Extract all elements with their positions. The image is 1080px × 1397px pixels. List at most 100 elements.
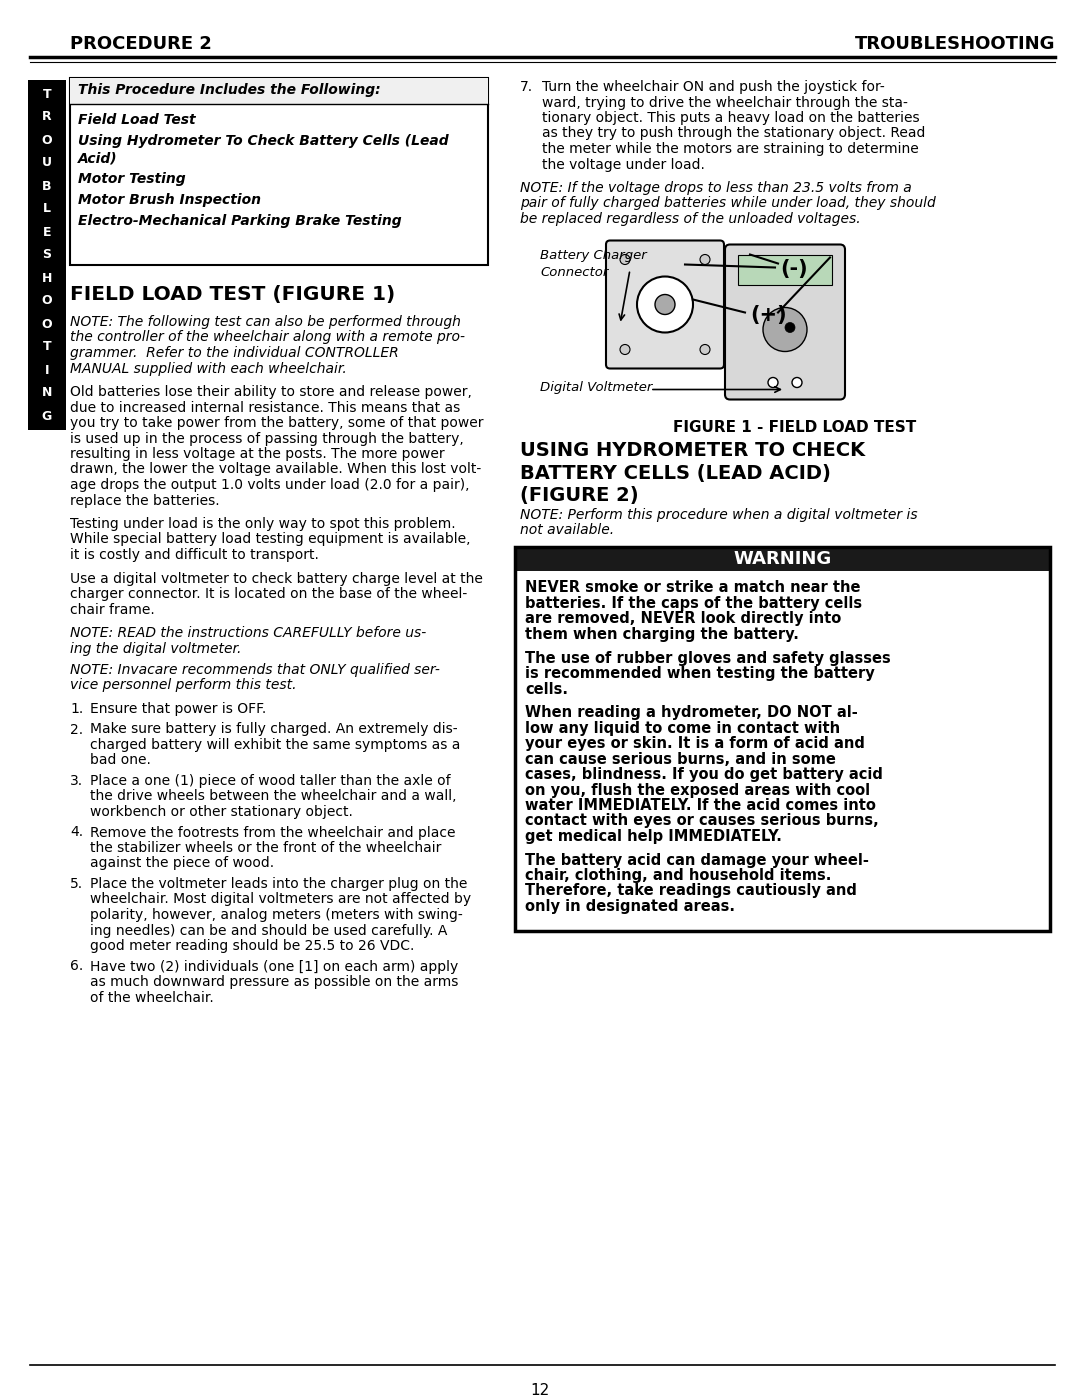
Text: This Procedure Includes the Following:: This Procedure Includes the Following: [78,82,380,96]
Text: Ensure that power is OFF.: Ensure that power is OFF. [90,703,267,717]
Text: Motor Testing: Motor Testing [78,172,186,186]
Text: E: E [43,225,51,239]
Bar [515,546,1050,570]
Text: O: O [42,317,52,331]
Text: 5.: 5. [70,877,83,891]
Text: not available.: not available. [519,522,615,536]
Text: (-): (-) [780,260,808,279]
Text: 1.: 1. [70,703,83,717]
FancyBboxPatch shape [606,240,724,369]
Text: T: T [43,88,52,101]
Text: H: H [42,271,52,285]
Text: Field Load Test: Field Load Test [78,113,195,127]
Text: grammer.  Refer to the individual CONTROLLER: grammer. Refer to the individual CONTROL… [70,346,399,360]
Text: ing the digital voltmeter.: ing the digital voltmeter. [70,641,241,655]
Text: PROCEDURE 2: PROCEDURE 2 [70,35,212,53]
Text: NEVER smoke or strike a match near the: NEVER smoke or strike a match near the [525,581,861,595]
Circle shape [654,295,675,314]
Text: O: O [42,134,52,147]
Text: FIGURE 1 - FIELD LOAD TEST: FIGURE 1 - FIELD LOAD TEST [673,419,917,434]
Bar [70,78,488,265]
Text: (+): (+) [750,305,786,324]
Text: bad one.: bad one. [90,753,151,767]
Text: low any liquid to come in contact with: low any liquid to come in contact with [525,721,840,735]
Text: 4.: 4. [70,826,83,840]
Text: Digital Voltmeter: Digital Voltmeter [540,381,652,394]
Circle shape [637,277,693,332]
Text: water IMMEDIATELY. If the acid comes into: water IMMEDIATELY. If the acid comes int… [525,798,876,813]
Circle shape [768,377,778,387]
Text: 7.: 7. [519,80,534,94]
Text: the drive wheels between the wheelchair and a wall,: the drive wheels between the wheelchair … [90,789,457,803]
Text: replace the batteries.: replace the batteries. [70,493,219,507]
Text: NOTE: Perform this procedure when a digital voltmeter is: NOTE: Perform this procedure when a digi… [519,507,918,521]
Text: the stabilizer wheels or the front of the wheelchair: the stabilizer wheels or the front of th… [90,841,442,855]
Text: is used up in the process of passing through the battery,: is used up in the process of passing thr… [70,432,463,446]
Text: G: G [42,409,52,422]
Text: TROUBLESHOOTING: TROUBLESHOOTING [854,35,1055,53]
Text: Remove the footrests from the wheelchair and place: Remove the footrests from the wheelchair… [90,826,456,840]
Bar [515,546,1050,930]
Text: against the piece of wood.: against the piece of wood. [90,856,274,870]
Text: chair frame.: chair frame. [70,602,154,616]
Circle shape [620,345,630,355]
Text: NOTE: The following test can also be performed through: NOTE: The following test can also be per… [70,314,461,330]
Text: vice personnel perform this test.: vice personnel perform this test. [70,679,297,693]
Circle shape [792,377,802,387]
Text: T: T [43,341,52,353]
Text: them when charging the battery.: them when charging the battery. [525,627,799,643]
Text: contact with eyes or causes serious burns,: contact with eyes or causes serious burn… [525,813,879,828]
Text: 6.: 6. [70,960,83,974]
Text: pair of fully charged batteries while under load, they should: pair of fully charged batteries while un… [519,197,935,211]
Text: When reading a hydrometer, DO NOT al-: When reading a hydrometer, DO NOT al- [525,705,858,719]
Text: get medical help IMMEDIATELY.: get medical help IMMEDIATELY. [525,828,782,844]
Text: be replaced regardless of the unloaded voltages.: be replaced regardless of the unloaded v… [519,212,861,226]
Text: good meter reading should be 25.5 to 26 VDC.: good meter reading should be 25.5 to 26 … [90,939,415,953]
Text: resulting in less voltage at the posts. The more power: resulting in less voltage at the posts. … [70,447,445,461]
Text: tionary object. This puts a heavy load on the batteries: tionary object. This puts a heavy load o… [542,110,920,124]
Text: Motor Brush Inspection: Motor Brush Inspection [78,193,261,207]
Text: cases, blindness. If you do get battery acid: cases, blindness. If you do get battery … [525,767,882,782]
Text: L: L [43,203,51,215]
Text: Therefore, take readings cautiously and: Therefore, take readings cautiously and [525,883,856,898]
Text: the controller of the wheelchair along with a remote pro-: the controller of the wheelchair along w… [70,331,465,345]
Text: ward, trying to drive the wheelchair through the sta-: ward, trying to drive the wheelchair thr… [542,95,908,109]
Text: ing needles) can be and should be used carefully. A: ing needles) can be and should be used c… [90,923,447,937]
Text: FIELD LOAD TEST (FIGURE 1): FIELD LOAD TEST (FIGURE 1) [70,285,395,305]
Text: as much downward pressure as possible on the arms: as much downward pressure as possible on… [90,975,458,989]
Text: NOTE: READ the instructions CAREFULLY before us-: NOTE: READ the instructions CAREFULLY be… [70,626,427,640]
Text: The use of rubber gloves and safety glasses: The use of rubber gloves and safety glas… [525,651,891,665]
Text: NOTE: If the voltage drops to less than 23.5 volts from a: NOTE: If the voltage drops to less than … [519,182,912,196]
Circle shape [785,323,795,332]
Text: Battery Charger: Battery Charger [540,250,647,263]
Text: batteries. If the caps of the battery cells: batteries. If the caps of the battery ce… [525,597,862,610]
Circle shape [762,307,807,352]
Circle shape [700,345,710,355]
Text: Place the voltmeter leads into the charger plug on the: Place the voltmeter leads into the charg… [90,877,468,891]
Text: While special battery load testing equipment is available,: While special battery load testing equip… [70,532,471,546]
Text: Place a one (1) piece of wood taller than the axle of: Place a one (1) piece of wood taller tha… [90,774,450,788]
Text: only in designated areas.: only in designated areas. [525,900,735,914]
Text: Have two (2) individuals (one [1] on each arm) apply: Have two (2) individuals (one [1] on eac… [90,960,458,974]
Text: 12: 12 [530,1383,550,1397]
Text: on you, flush the exposed areas with cool: on you, flush the exposed areas with coo… [525,782,870,798]
Text: Turn the wheelchair ON and push the joystick for-: Turn the wheelchair ON and push the joys… [542,80,885,94]
Text: USING HYDROMETER TO CHECK: USING HYDROMETER TO CHECK [519,441,865,461]
Text: charged battery will exhibit the same symptoms as a: charged battery will exhibit the same sy… [90,738,460,752]
Bar [70,78,488,103]
Text: BATTERY CELLS (LEAD ACID): BATTERY CELLS (LEAD ACID) [519,464,831,482]
Text: chair, clothing, and household items.: chair, clothing, and household items. [525,868,832,883]
Bar [28,80,66,430]
Text: Acid): Acid) [78,151,118,165]
Text: age drops the output 1.0 volts under load (2.0 for a pair),: age drops the output 1.0 volts under loa… [70,478,470,492]
Text: your eyes or skin. It is a form of acid and: your eyes or skin. It is a form of acid … [525,736,865,752]
Circle shape [700,254,710,264]
Text: wheelchair. Most digital voltmeters are not affected by: wheelchair. Most digital voltmeters are … [90,893,471,907]
Text: Use a digital voltmeter to check battery charge level at the: Use a digital voltmeter to check battery… [70,571,483,585]
Text: B: B [42,179,52,193]
FancyBboxPatch shape [725,244,845,400]
Text: Connector: Connector [540,265,608,278]
Text: Make sure battery is fully charged. An extremely dis-: Make sure battery is fully charged. An e… [90,722,458,736]
Text: MANUAL supplied with each wheelchair.: MANUAL supplied with each wheelchair. [70,362,347,376]
Text: cells.: cells. [525,682,568,697]
